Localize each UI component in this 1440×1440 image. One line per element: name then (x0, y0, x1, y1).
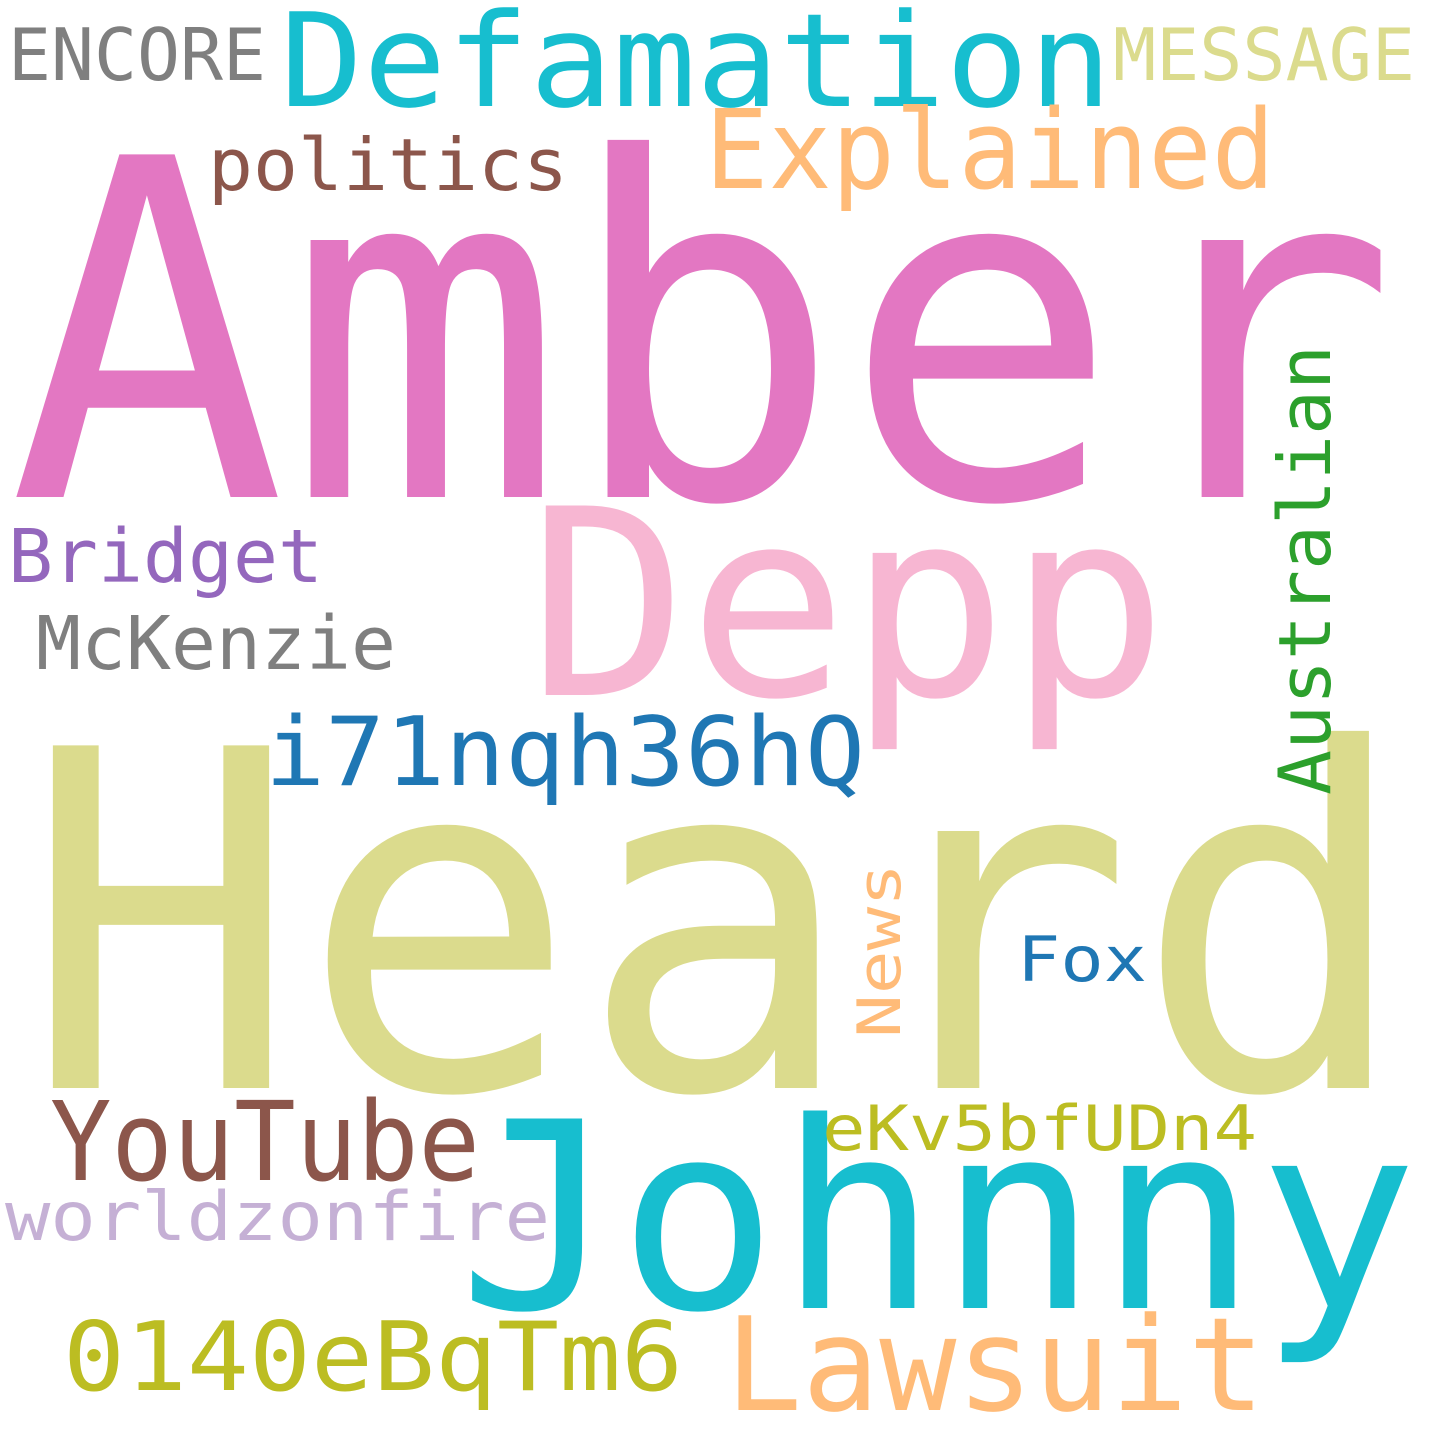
word-politics: politics (208, 123, 568, 207)
word-news: News (845, 863, 915, 1038)
word-code-ekv: eKv5bfUDn4 (822, 1092, 1257, 1165)
word-mckenzie: McKenzie (36, 601, 396, 687)
word-worldzonfire: worldzonfire (5, 1178, 550, 1257)
word-australian: Australian (1263, 345, 1347, 795)
word-code-0140: 0140eBqTm6 (63, 1303, 683, 1413)
word-bridget: Bridget (8, 514, 323, 600)
word-youtube: YouTube (50, 1078, 480, 1206)
word-depp: Depp (528, 455, 1168, 757)
word-explained: Explained (705, 86, 1275, 214)
word-defamation: Defamation (280, 0, 1112, 137)
word-johnny: Johnny (458, 1068, 1418, 1370)
word-code-i71: i71nqh36hQ (265, 698, 865, 808)
word-heard: Heard (22, 652, 1412, 1199)
word-message: MESSAGE (1113, 13, 1415, 97)
word-amber: Amber (8, 61, 1398, 608)
word-fox: Fox (1017, 923, 1147, 996)
word-encore: ENCORE (8, 13, 266, 97)
word-lawsuit: Lawsuit (725, 1289, 1265, 1440)
